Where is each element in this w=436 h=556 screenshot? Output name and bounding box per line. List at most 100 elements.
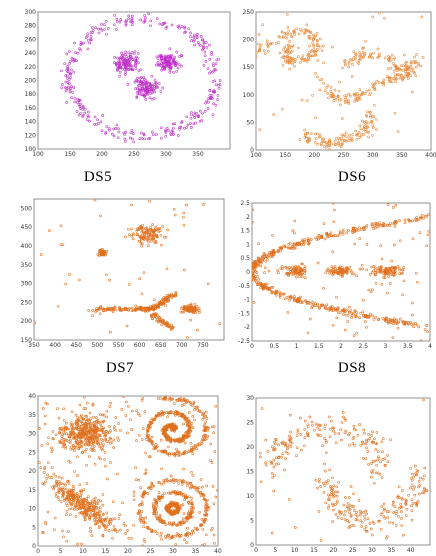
- data-point: [329, 231, 333, 235]
- data-point: [85, 482, 89, 485]
- data-point: [174, 290, 178, 294]
- scatter-points: [252, 203, 430, 341]
- data-point: [143, 14, 146, 17]
- data-point: [155, 510, 158, 514]
- data-point: [162, 61, 166, 65]
- data-point: [130, 51, 134, 54]
- data-point: [340, 273, 344, 277]
- data-point: [88, 421, 92, 425]
- data-point: [280, 246, 284, 250]
- data-point: [358, 237, 362, 240]
- data-point: [411, 237, 415, 241]
- data-point: [96, 519, 100, 523]
- data-point: [42, 471, 46, 474]
- data-point: [182, 512, 186, 515]
- data-point: [168, 424, 172, 428]
- data-point: [63, 62, 67, 66]
- data-point: [130, 17, 134, 21]
- data-point: [401, 68, 405, 72]
- data-point: [60, 476, 64, 480]
- data-point: [369, 52, 373, 56]
- data-point: [208, 43, 211, 47]
- plot-frame: [255, 11, 432, 151]
- data-point: [98, 515, 102, 519]
- data-point: [85, 512, 88, 516]
- data-point: [67, 498, 71, 502]
- data-point: [409, 65, 413, 69]
- data-point: [60, 86, 64, 90]
- data-point: [267, 254, 271, 257]
- data-point: [272, 248, 276, 252]
- data-point: [130, 14, 134, 18]
- data-point: [94, 26, 97, 30]
- data-point: [210, 50, 213, 54]
- x-tick-label: 200: [96, 151, 108, 158]
- data-point: [136, 87, 139, 90]
- data-point: [77, 113, 81, 117]
- data-point: [183, 538, 186, 542]
- data-point: [362, 133, 366, 136]
- data-point: [132, 140, 136, 144]
- data-point: [377, 221, 381, 225]
- x-tick-label: 150: [64, 151, 76, 158]
- data-point: [269, 289, 273, 293]
- data-point: [202, 46, 206, 49]
- data-point: [320, 235, 323, 238]
- data-point: [323, 237, 327, 241]
- data-point: [77, 278, 81, 282]
- data-point: [397, 320, 400, 324]
- data-point: [154, 63, 158, 67]
- data-point: [130, 234, 134, 238]
- x-tick-label: 15: [310, 547, 318, 554]
- y-tick-label: 200: [25, 78, 37, 85]
- data-point: [291, 229, 295, 232]
- data-point: [69, 76, 72, 79]
- data-point: [104, 433, 107, 437]
- x-tick-label: 3.5: [403, 343, 413, 350]
- data-point: [378, 472, 382, 476]
- data-point: [147, 89, 151, 93]
- data-point: [193, 418, 196, 422]
- data-point: [149, 425, 152, 429]
- data-point: [53, 516, 57, 520]
- data-point: [373, 88, 377, 91]
- data-point: [278, 51, 282, 55]
- data-point: [300, 272, 304, 276]
- data-point: [380, 282, 384, 286]
- data-point: [57, 498, 61, 501]
- data-point: [393, 221, 396, 225]
- data-point: [370, 288, 374, 292]
- data-point: [282, 292, 285, 296]
- data-point: [130, 67, 134, 71]
- data-point: [274, 438, 278, 442]
- data-point: [272, 250, 276, 254]
- data-point: [144, 79, 148, 83]
- data-point: [203, 422, 207, 426]
- data-point: [336, 95, 340, 99]
- data-point: [262, 282, 266, 286]
- data-point: [190, 111, 193, 114]
- data-point: [355, 315, 358, 318]
- data-point: [397, 73, 400, 77]
- data-point: [303, 28, 307, 32]
- data-point: [318, 88, 322, 92]
- data-point: [294, 264, 298, 268]
- data-point: [153, 228, 157, 232]
- data-point: [169, 439, 172, 442]
- data-point: [216, 488, 218, 492]
- data-point: [119, 429, 122, 432]
- data-point: [69, 502, 73, 505]
- data-point: [185, 115, 189, 119]
- data-point: [347, 92, 351, 96]
- data-point: [253, 276, 256, 280]
- data-point: [208, 93, 212, 97]
- data-point: [152, 237, 155, 240]
- data-point: [303, 128, 307, 132]
- data-point: [262, 49, 266, 52]
- data-point: [157, 480, 160, 484]
- data-point: [326, 92, 330, 95]
- data-point: [264, 259, 268, 263]
- data-point: [392, 57, 396, 61]
- data-point: [114, 61, 118, 65]
- data-point: [383, 269, 386, 273]
